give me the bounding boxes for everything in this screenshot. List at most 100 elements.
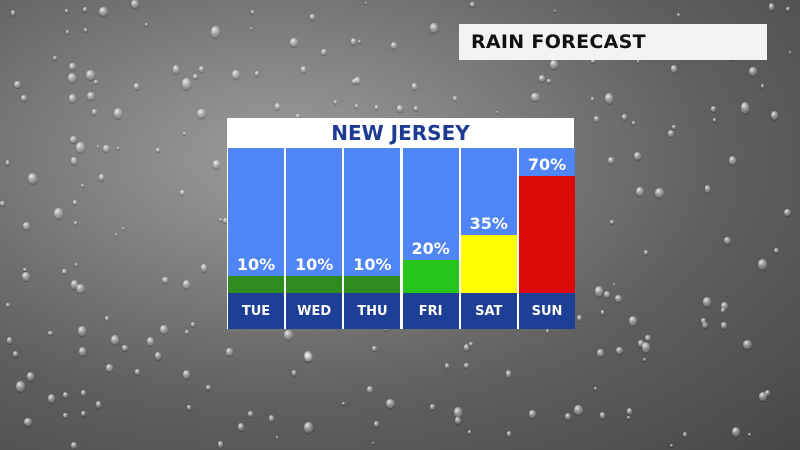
rain-drop xyxy=(372,345,378,352)
rain-drop xyxy=(705,185,711,193)
rain-drop xyxy=(721,302,729,311)
rain-drop xyxy=(643,357,647,362)
rain-drop xyxy=(385,399,395,409)
rain-drop xyxy=(122,344,129,352)
rain-drop xyxy=(721,308,726,313)
rain-drop xyxy=(284,330,293,341)
rain-drop xyxy=(310,14,316,20)
rain-drop xyxy=(232,69,241,80)
chart-column-wed: 10% WED xyxy=(286,148,343,329)
rain-drop xyxy=(81,183,84,188)
rain-drop xyxy=(296,114,300,119)
rain-drop xyxy=(430,23,438,34)
rain-drop xyxy=(91,108,98,116)
rain-drop xyxy=(774,247,780,253)
rain-drop xyxy=(268,414,275,422)
rain-forecast-title: RAIN FORECAST xyxy=(459,24,767,60)
rain-drop xyxy=(594,285,604,297)
rain-drop xyxy=(193,74,198,80)
rain-drop xyxy=(550,59,558,70)
rain-drop xyxy=(507,431,512,437)
rain-drop xyxy=(783,208,791,216)
rain-drop xyxy=(81,410,87,416)
rain-drop xyxy=(354,76,361,84)
rain-drop xyxy=(47,394,55,404)
rain-drop xyxy=(21,94,28,102)
rain-drop xyxy=(250,9,255,14)
chart-value-label: 10% xyxy=(236,255,276,275)
rain-drop xyxy=(117,146,120,150)
rain-drop xyxy=(373,420,380,427)
chart-value-label: 70% xyxy=(527,155,567,175)
rain-drop xyxy=(160,324,168,335)
rain-drop xyxy=(276,435,279,439)
rain-drop xyxy=(78,347,86,356)
chart-bar xyxy=(519,176,575,293)
rain-drop xyxy=(185,330,189,335)
chart-bar xyxy=(344,276,401,293)
rain-drop xyxy=(62,391,68,399)
rain-drop xyxy=(301,66,307,73)
rain-drop xyxy=(86,91,95,101)
chart-column-fri: 20% FRI xyxy=(402,148,459,329)
chart-bar xyxy=(460,234,517,293)
rain-drop xyxy=(713,117,717,122)
rain-drop xyxy=(93,79,98,85)
rain-drop xyxy=(191,322,195,328)
rain-drop xyxy=(85,70,95,81)
rain-drop xyxy=(683,431,688,437)
rain-drop xyxy=(632,121,635,125)
rain-drop xyxy=(11,10,16,17)
rain-drop xyxy=(545,328,550,333)
rain-drop xyxy=(371,441,375,445)
rain-drop xyxy=(626,407,633,415)
rain-drop xyxy=(413,106,419,112)
rain-drop xyxy=(103,145,111,153)
chart-bar xyxy=(228,276,284,293)
rain-drop xyxy=(757,259,767,270)
rain-drop xyxy=(187,404,191,410)
rain-drop xyxy=(644,334,651,342)
rain-drop xyxy=(63,413,68,419)
rain-drop xyxy=(71,441,78,449)
rain-drop xyxy=(6,337,13,344)
rain-drop xyxy=(577,314,583,322)
rain-drop xyxy=(179,189,186,196)
rain-drop xyxy=(213,160,221,170)
rain-drop xyxy=(747,432,751,436)
rain-drop xyxy=(354,103,358,109)
rain-drop xyxy=(183,280,191,289)
rain-drop xyxy=(604,291,611,299)
rain-drop xyxy=(768,3,775,12)
rain-drop xyxy=(73,220,78,226)
rain-drop xyxy=(70,136,77,143)
rain-drop xyxy=(28,173,37,184)
rain-drop xyxy=(463,363,469,368)
rain-drop xyxy=(597,348,605,357)
rain-drop xyxy=(65,9,69,13)
rain-drop xyxy=(97,145,100,148)
rain-drop xyxy=(531,92,540,101)
chart-category-label: WED xyxy=(286,293,343,329)
rain-drop xyxy=(114,108,123,120)
rain-drop xyxy=(131,0,139,9)
rain-drop xyxy=(75,262,78,266)
rain-drop xyxy=(65,30,69,34)
rain-drop xyxy=(76,141,85,154)
rain-drop xyxy=(591,97,594,101)
rain-drop xyxy=(95,400,102,408)
rain-drop xyxy=(635,186,644,197)
rain-drop xyxy=(749,67,757,76)
rain-drop xyxy=(84,28,88,33)
rain-drop xyxy=(121,227,125,231)
rain-drop xyxy=(197,108,206,119)
chart-category-label: SUN xyxy=(519,293,575,329)
rain-drop xyxy=(429,404,435,410)
rain-drop xyxy=(98,174,105,182)
rain-drop xyxy=(627,415,631,419)
rain-drop xyxy=(14,81,22,89)
rain-drop xyxy=(612,283,615,286)
rain-drop xyxy=(198,66,204,73)
chart-value-label: 10% xyxy=(353,255,392,275)
rain-drop xyxy=(732,427,740,438)
